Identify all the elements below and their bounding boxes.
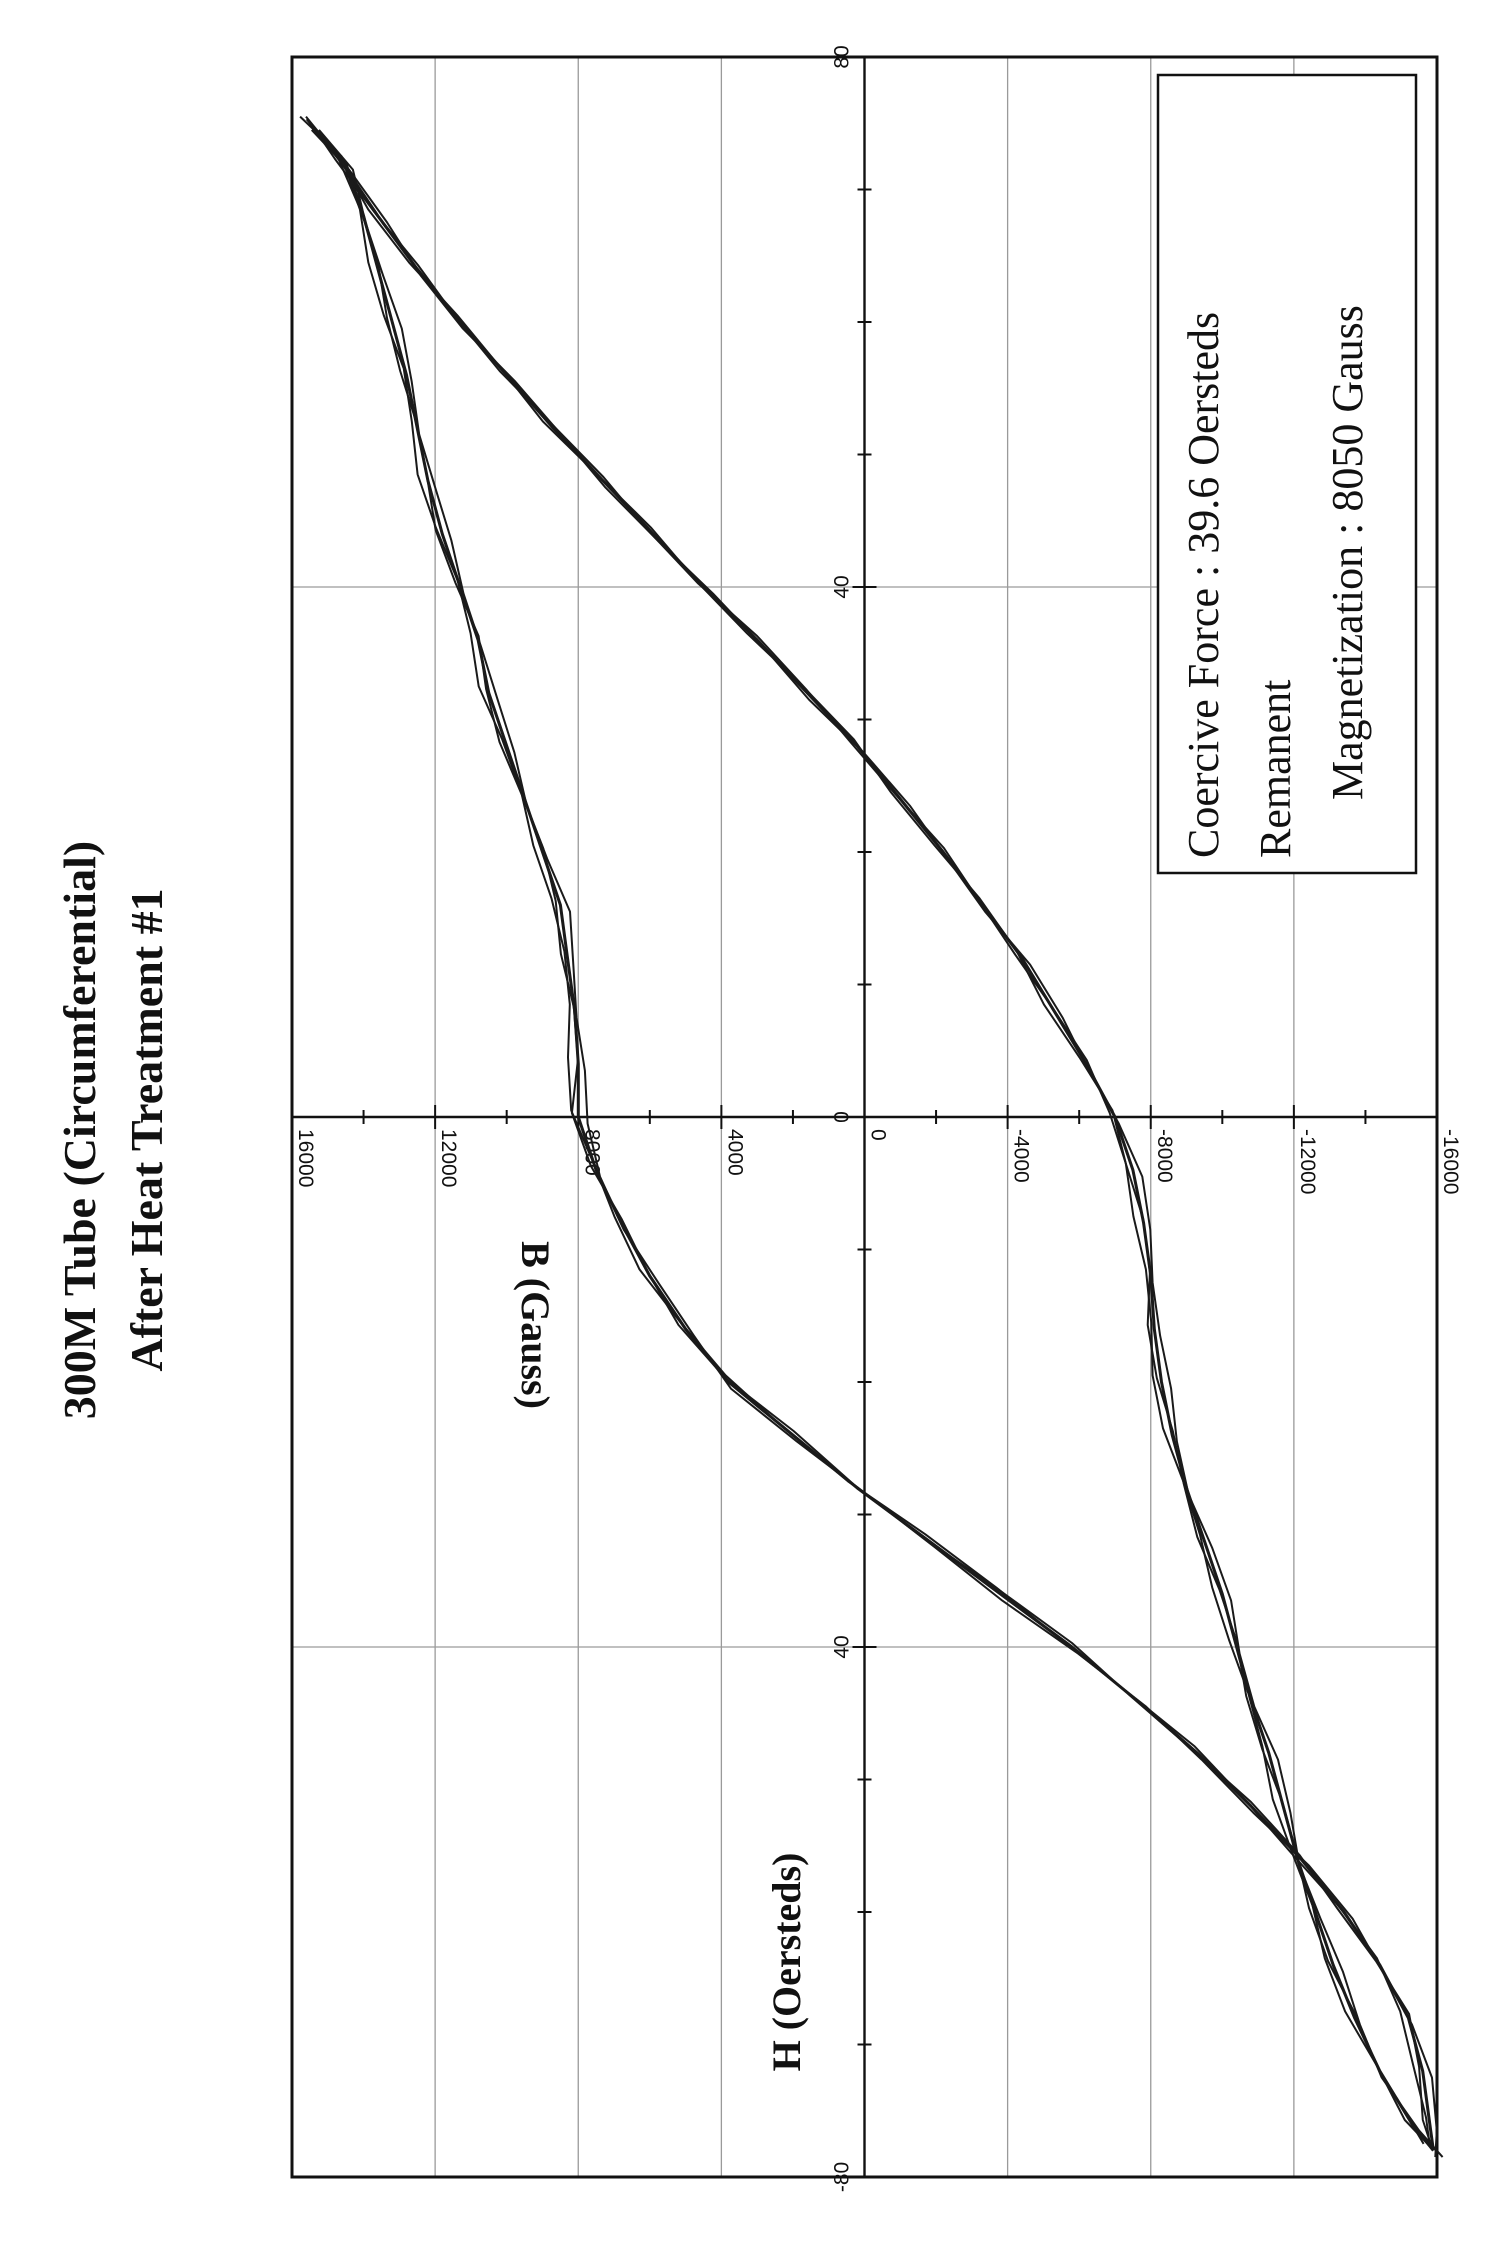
series-line-ascending (305, 115, 1425, 2145)
series-line-ascending (310, 129, 1444, 2158)
series-line-descending (318, 129, 1438, 2158)
chart-title-line-1: 300M Tube (Circumferential) (54, 841, 105, 1419)
series-line-ascending (307, 118, 1431, 2148)
h-tick-label: 80 (831, 45, 854, 68)
chart-title-line-2: After Heat Treatment #1 (121, 888, 172, 1371)
b-tick-label: 12000 (437, 1129, 460, 1187)
b-tick-label: 4000 (723, 1129, 746, 1176)
b-tick-label: -8000 (1153, 1129, 1176, 1183)
h-tick-label: 40 (831, 1635, 854, 1658)
annotation-box-frame (1156, 73, 1418, 875)
b-tick-label: 0 (867, 1129, 890, 1141)
annotation-magnetization: Magnetization : 8050 Gauss (1323, 305, 1372, 800)
b-tick-label: -12000 (1296, 1129, 1319, 1194)
chart-title: 300M Tube (Circumferential) After Heat T… (54, 841, 172, 1419)
b-tick-label: 16000 (294, 1129, 317, 1187)
b-tick-label: -4000 (1010, 1129, 1033, 1183)
annotation-coercive-force: Coercive Force : 39.6 Oersteds (1179, 312, 1228, 858)
annotation-remanent: Remanent (1251, 680, 1300, 858)
annotation-box: Coercive Force : 39.6 Oersteds Remanent … (1156, 73, 1418, 875)
h-tick-label: -80 (831, 2162, 854, 2192)
y-axis-label: B (Gauss) (513, 1241, 558, 1409)
b-tick-label: -16000 (1439, 1129, 1462, 1194)
x-axis-label: H (Oersteds) (764, 1853, 809, 2072)
series-line-descending (305, 118, 1433, 2147)
h-tick-label: 40 (831, 575, 854, 598)
